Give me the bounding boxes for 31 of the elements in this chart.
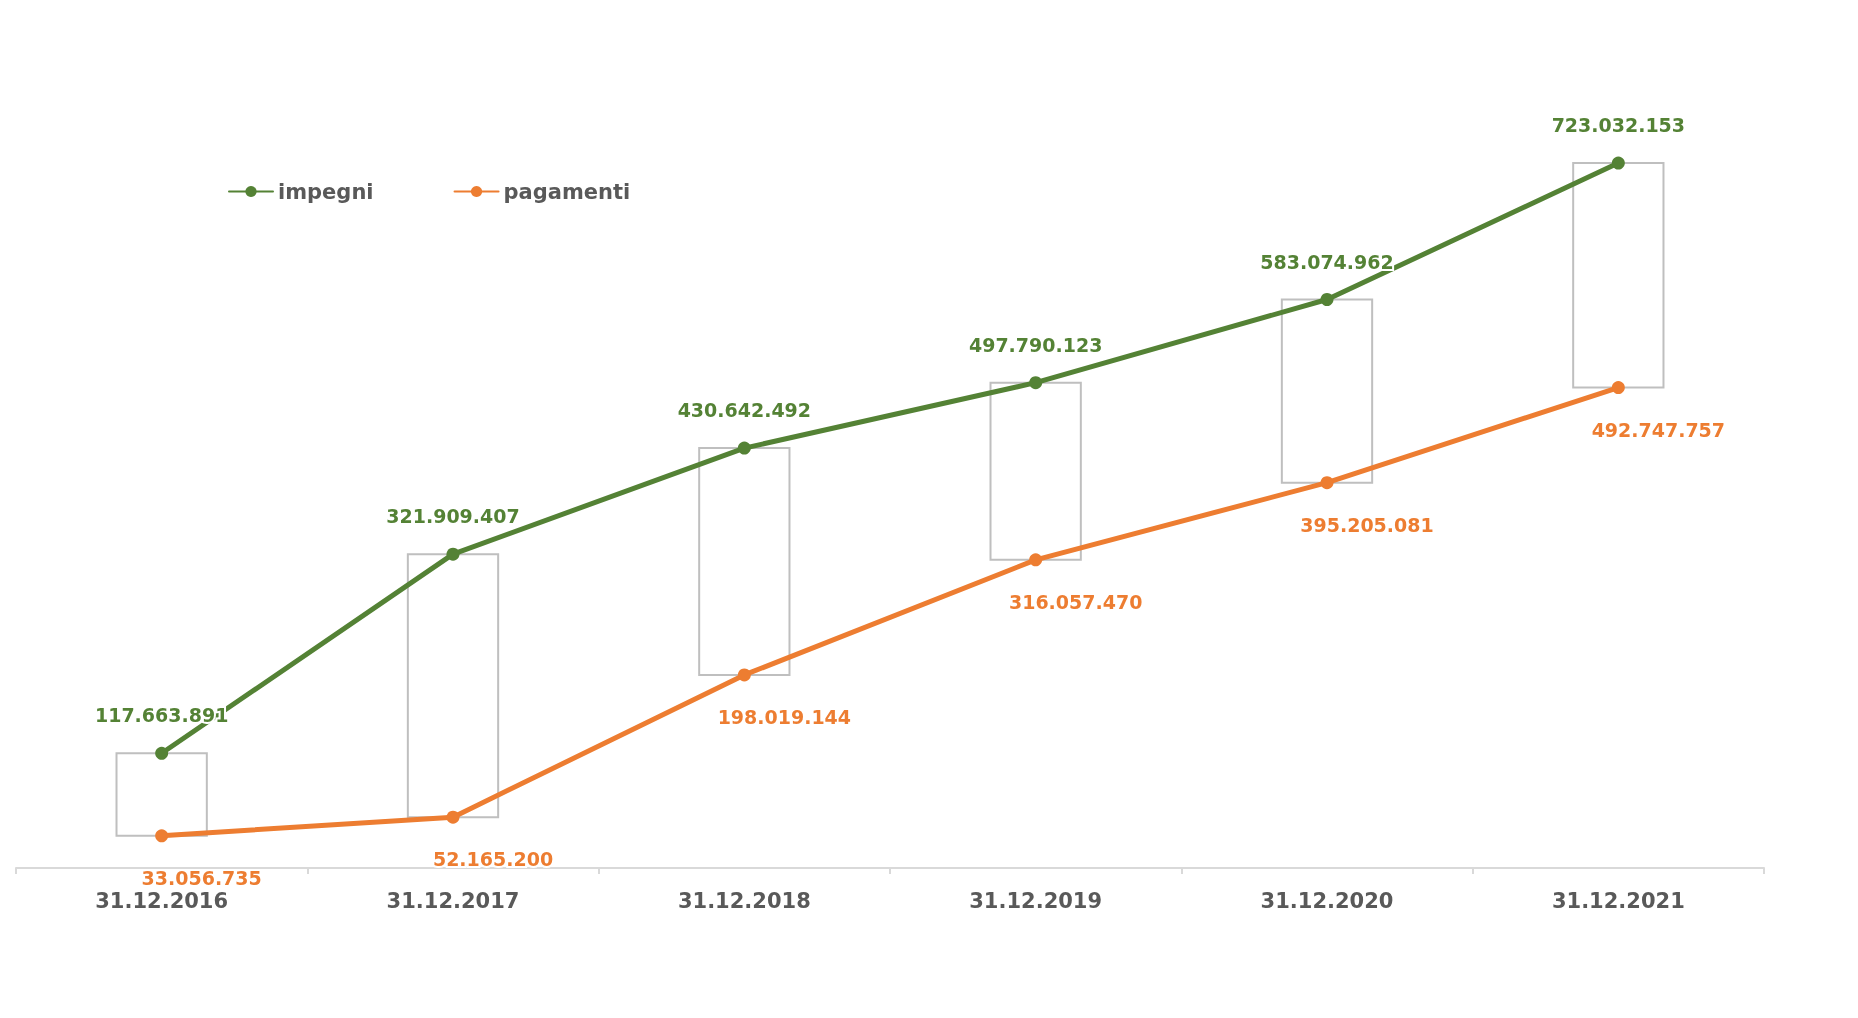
point: [737, 441, 751, 455]
x-tick-label: 31.12.2021: [1551, 888, 1685, 913]
data-label: 583.074.962: [1260, 250, 1394, 273]
x-tick-label: 31.12.2020: [1260, 888, 1394, 913]
data-label: 33.056.735: [141, 866, 262, 889]
point: [446, 810, 460, 824]
point: [1320, 476, 1334, 490]
x-tick-label: 31.12.2016: [95, 888, 229, 913]
data-label: 52.165.200: [432, 848, 554, 871]
point: [1611, 381, 1625, 395]
data-label: 723.032.153: [1551, 114, 1686, 137]
point: [1611, 156, 1625, 170]
point: [1029, 553, 1043, 567]
point: [1320, 293, 1334, 306]
data-label: 316.057.470: [1008, 590, 1143, 613]
data-label: 321.909.407: [386, 505, 520, 528]
data-label: 395.205.081: [1300, 513, 1434, 536]
data-label: 198.019.144: [717, 705, 852, 728]
point: [737, 668, 751, 682]
point: [155, 829, 169, 843]
point: [1029, 376, 1043, 390]
data-label: 492.747.757: [1591, 418, 1726, 441]
legend-label: impegni: [278, 179, 374, 204]
x-tick-label: 31.12.2019: [969, 888, 1103, 913]
legend-label: pagamenti: [503, 179, 631, 204]
x-tick-label: 31.12.2017: [386, 888, 520, 913]
point: [155, 746, 169, 760]
point: [446, 547, 460, 561]
data-label: 430.642.492: [677, 399, 812, 422]
x-tick-label: 31.12.2018: [677, 888, 811, 913]
data-label: 497.790.123: [968, 333, 1103, 356]
